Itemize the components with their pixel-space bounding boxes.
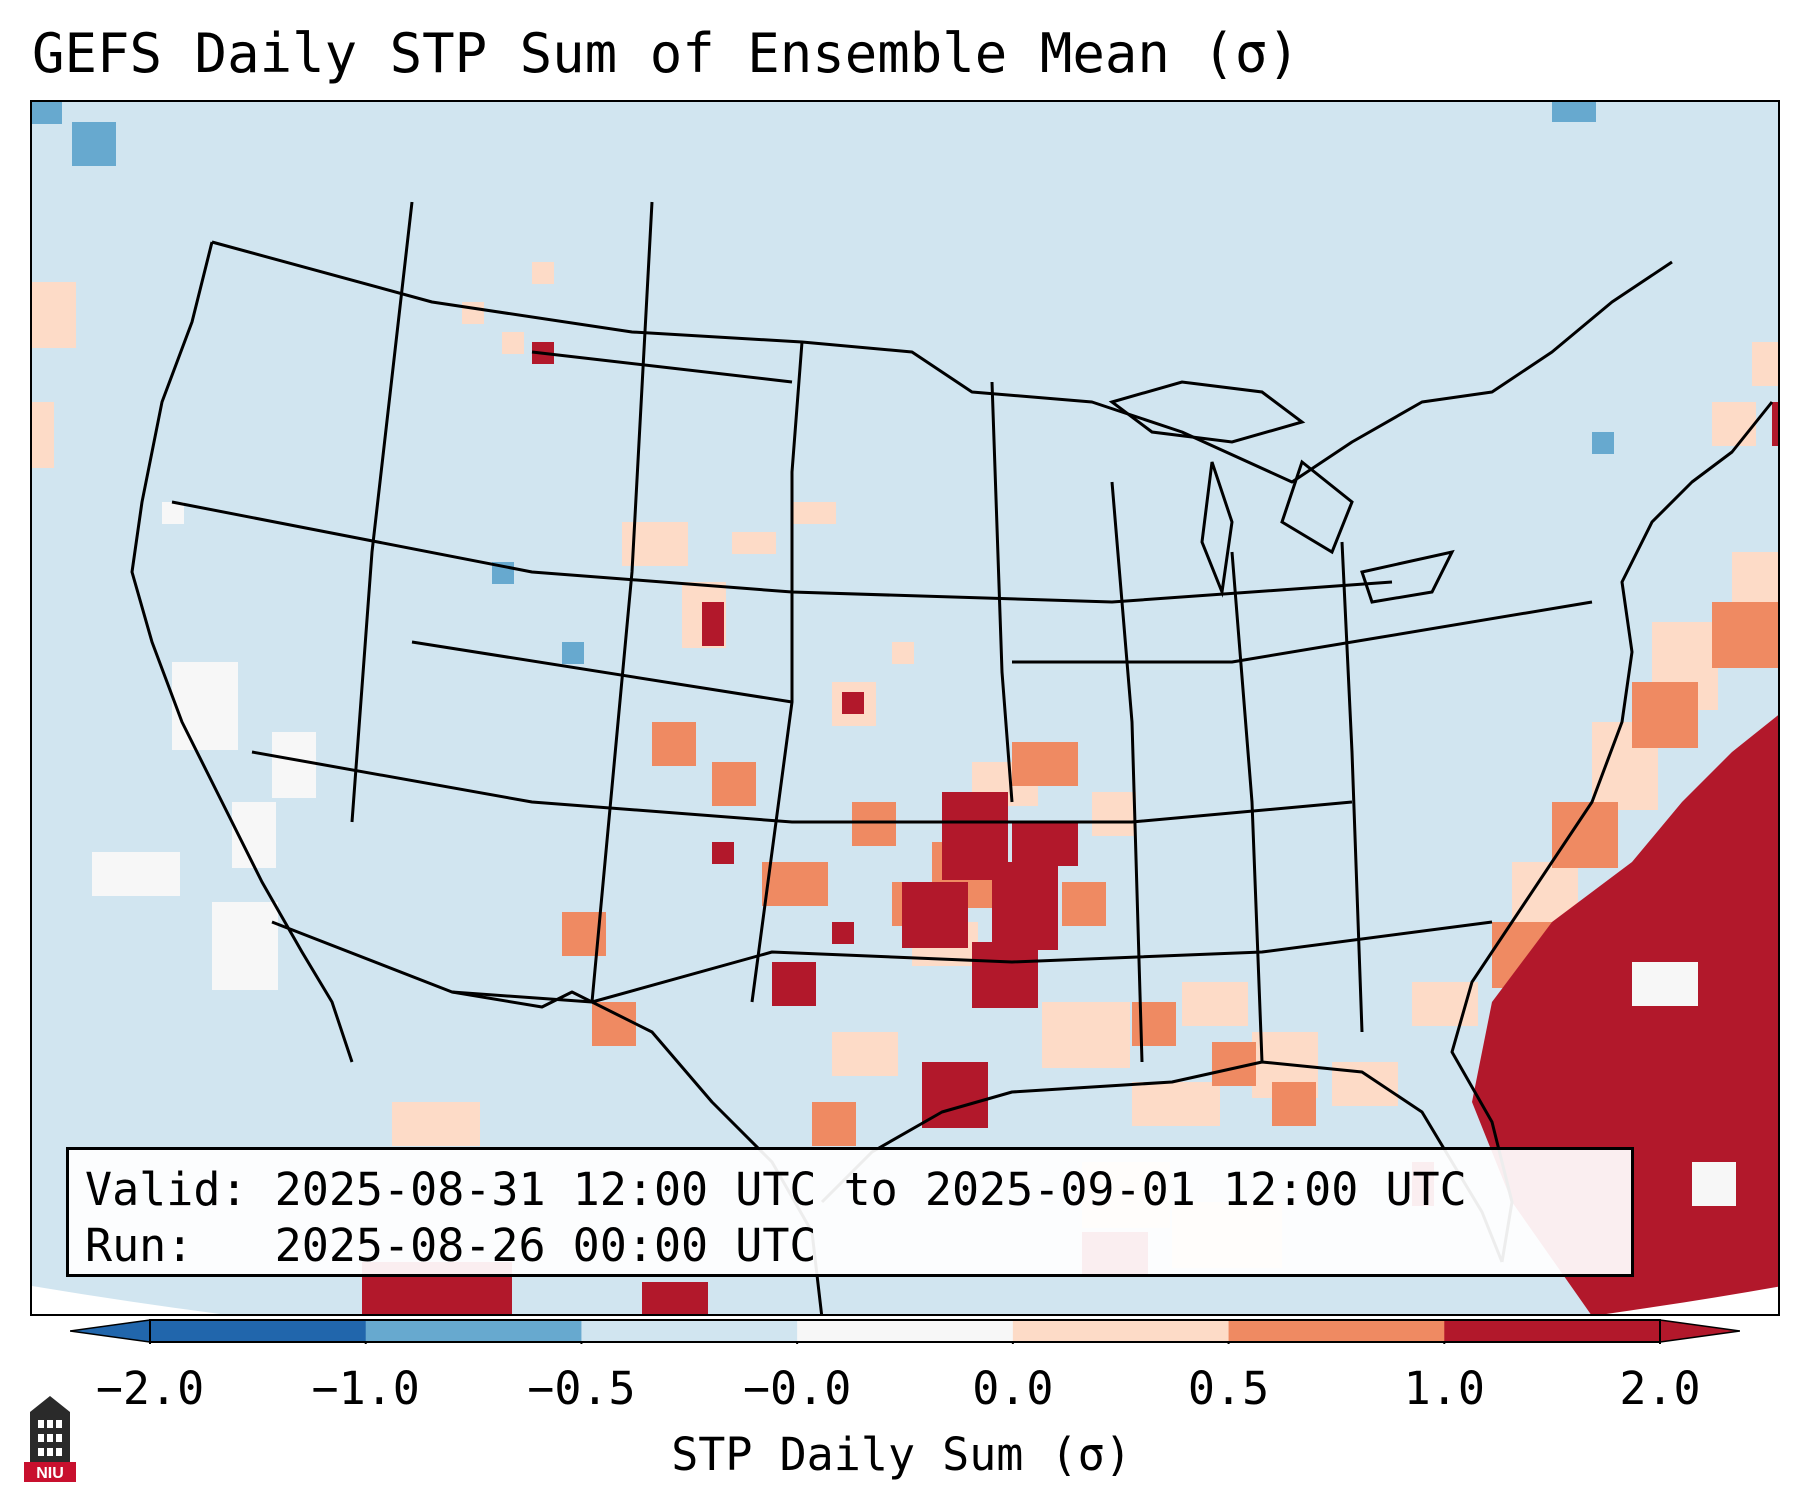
state-lines-vertical [350, 201, 1364, 1063]
colorbar-under-arrow [70, 1319, 151, 1343]
map-panel[interactable] [30, 100, 1780, 1316]
colorbar-bin [150, 1320, 367, 1342]
colorbar-label: STP Daily Sum (σ) [671, 1428, 1132, 1481]
colorbar-tick-label: −0.0 [742, 1362, 852, 1415]
east-coast [1450, 401, 1774, 1263]
colorbar-bin [1444, 1320, 1661, 1342]
logo-tower-icon [30, 1396, 70, 1462]
colorbar-tick-label: −1.0 [311, 1362, 420, 1415]
colorbar-bin [581, 1320, 798, 1342]
stp-cells-negative [32, 102, 1614, 664]
colorbar-tick-label: −0.5 [527, 1362, 636, 1415]
state-lines-horizontal [171, 350, 1593, 1004]
colorbar-bin [365, 1320, 582, 1342]
colorbar-bins [150, 1320, 1661, 1342]
run-label: Run: [85, 1219, 194, 1272]
stp-cells-neutral [92, 502, 1736, 1206]
colorbar-tick-label: 1.0 [1403, 1362, 1485, 1415]
canada-us-border [211, 240, 1673, 484]
logo-banner [24, 1462, 76, 1482]
stp-cells-medium [562, 602, 1778, 1146]
valid-label: Valid: [85, 1163, 248, 1216]
colorbar-tick-label: −2.0 [95, 1362, 205, 1415]
colorbar-bin [1228, 1320, 1445, 1342]
run-time: 2025-08-26 00:00 UTC [274, 1219, 817, 1272]
niu-logo: NIU [24, 1396, 76, 1482]
colorbar [70, 1319, 1740, 1344]
colorbar-tick-label: 0.0 [972, 1362, 1054, 1415]
stp-map [32, 102, 1778, 1314]
projection-domain [32, 102, 1778, 1314]
valid-time: 2025-08-31 12:00 UTC to 2025-09-01 12:00… [274, 1163, 1467, 1216]
run-info-box: Valid: 2025-08-31 12:00 UTC to 2025-09-0… [66, 1147, 1634, 1277]
colorbar-bin [1012, 1320, 1230, 1342]
colorbar-tick-label: 0.5 [1187, 1362, 1270, 1415]
map-title: GEFS Daily STP Sum of Ensemble Mean (σ) [32, 22, 1300, 85]
colorbar-bin [797, 1320, 1014, 1342]
colorbar-over-arrow [1659, 1319, 1740, 1343]
great-lakes [1108, 380, 1455, 604]
west-coast [130, 241, 354, 1063]
colorbar-tick-label: 2.0 [1619, 1362, 1701, 1415]
colorbar-outline [149, 1319, 1661, 1343]
logo-text: NIU [36, 1465, 64, 1482]
